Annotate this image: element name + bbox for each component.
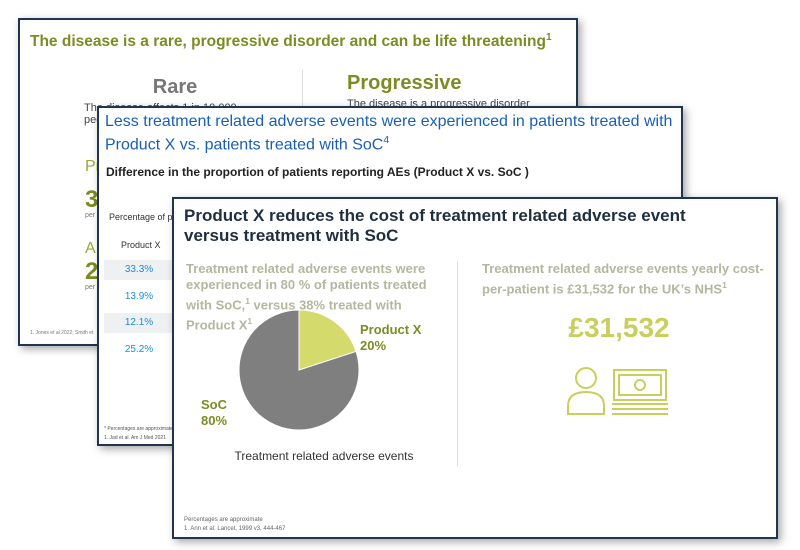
text: versus 38% treated with Product X	[186, 297, 402, 333]
heading: Progressive	[347, 72, 462, 94]
pie-label: Product X 20%	[360, 322, 421, 354]
table-cell: 12.1%	[104, 313, 174, 334]
table-header: Percentage of p	[109, 212, 173, 222]
pie-caption: Treatment related adverse events	[234, 449, 414, 463]
footnote: 1. Ann et al. Lancet, 1999 v3, 444-467	[184, 526, 286, 532]
pie-label: SoC 80%	[201, 397, 227, 429]
text: Treatment related adverse events yearly …	[482, 261, 764, 297]
icons	[567, 367, 668, 415]
note: 1	[546, 32, 552, 43]
footnote: Percentages are approximate	[184, 517, 263, 523]
note: 4	[383, 135, 390, 146]
table-cell: 25.2%	[104, 340, 174, 361]
pie-slice	[298, 309, 357, 371]
slide-3: Product X reduces the cost of treatment …	[172, 197, 778, 539]
footnote: 1. Jones et al 2022; Smith et	[30, 330, 94, 336]
slide-title: The disease is a rare, progressive disor…	[30, 32, 552, 51]
row-label: Product X	[121, 240, 161, 250]
footnote: 1. Jad et al. Am J Med 2021	[104, 435, 166, 441]
note: 1	[245, 296, 250, 306]
subtitle: Difference in the proportion of patients…	[106, 165, 529, 179]
title-text: Less treatment related adverse events we…	[105, 113, 673, 154]
note: 1	[722, 280, 727, 290]
stat-label: A	[85, 240, 96, 257]
text: Treatment related adverse events were ex…	[186, 261, 427, 313]
value-label: 80%	[201, 413, 228, 428]
value-label: 20%	[360, 338, 387, 353]
pie-chart	[238, 309, 360, 431]
note: 1	[247, 316, 253, 327]
table-cell: 33.3%	[104, 260, 174, 280]
cost-value: £31,532	[568, 312, 670, 343]
slide-title: Product X reduces the cost of treatment …	[184, 206, 686, 245]
heading: Rare	[152, 76, 198, 98]
table-cell: 13.9%	[104, 286, 174, 307]
title-text: The disease is a rare, progressive disor…	[30, 33, 546, 51]
pie-slice	[238, 309, 360, 431]
divider	[457, 261, 458, 466]
stat-unit: per	[85, 284, 96, 291]
footnote: * Percentages are approximate	[104, 426, 173, 432]
label: SoC	[201, 397, 227, 412]
right-text: Treatment related adverse events yearly …	[482, 261, 772, 297]
slide-title: Less treatment related adverse events we…	[105, 112, 680, 154]
label: Product X	[360, 322, 422, 337]
left-text: Treatment related adverse events were ex…	[186, 261, 448, 334]
stat-value: 2	[85, 258, 99, 285]
stat-unit: per	[85, 212, 96, 219]
